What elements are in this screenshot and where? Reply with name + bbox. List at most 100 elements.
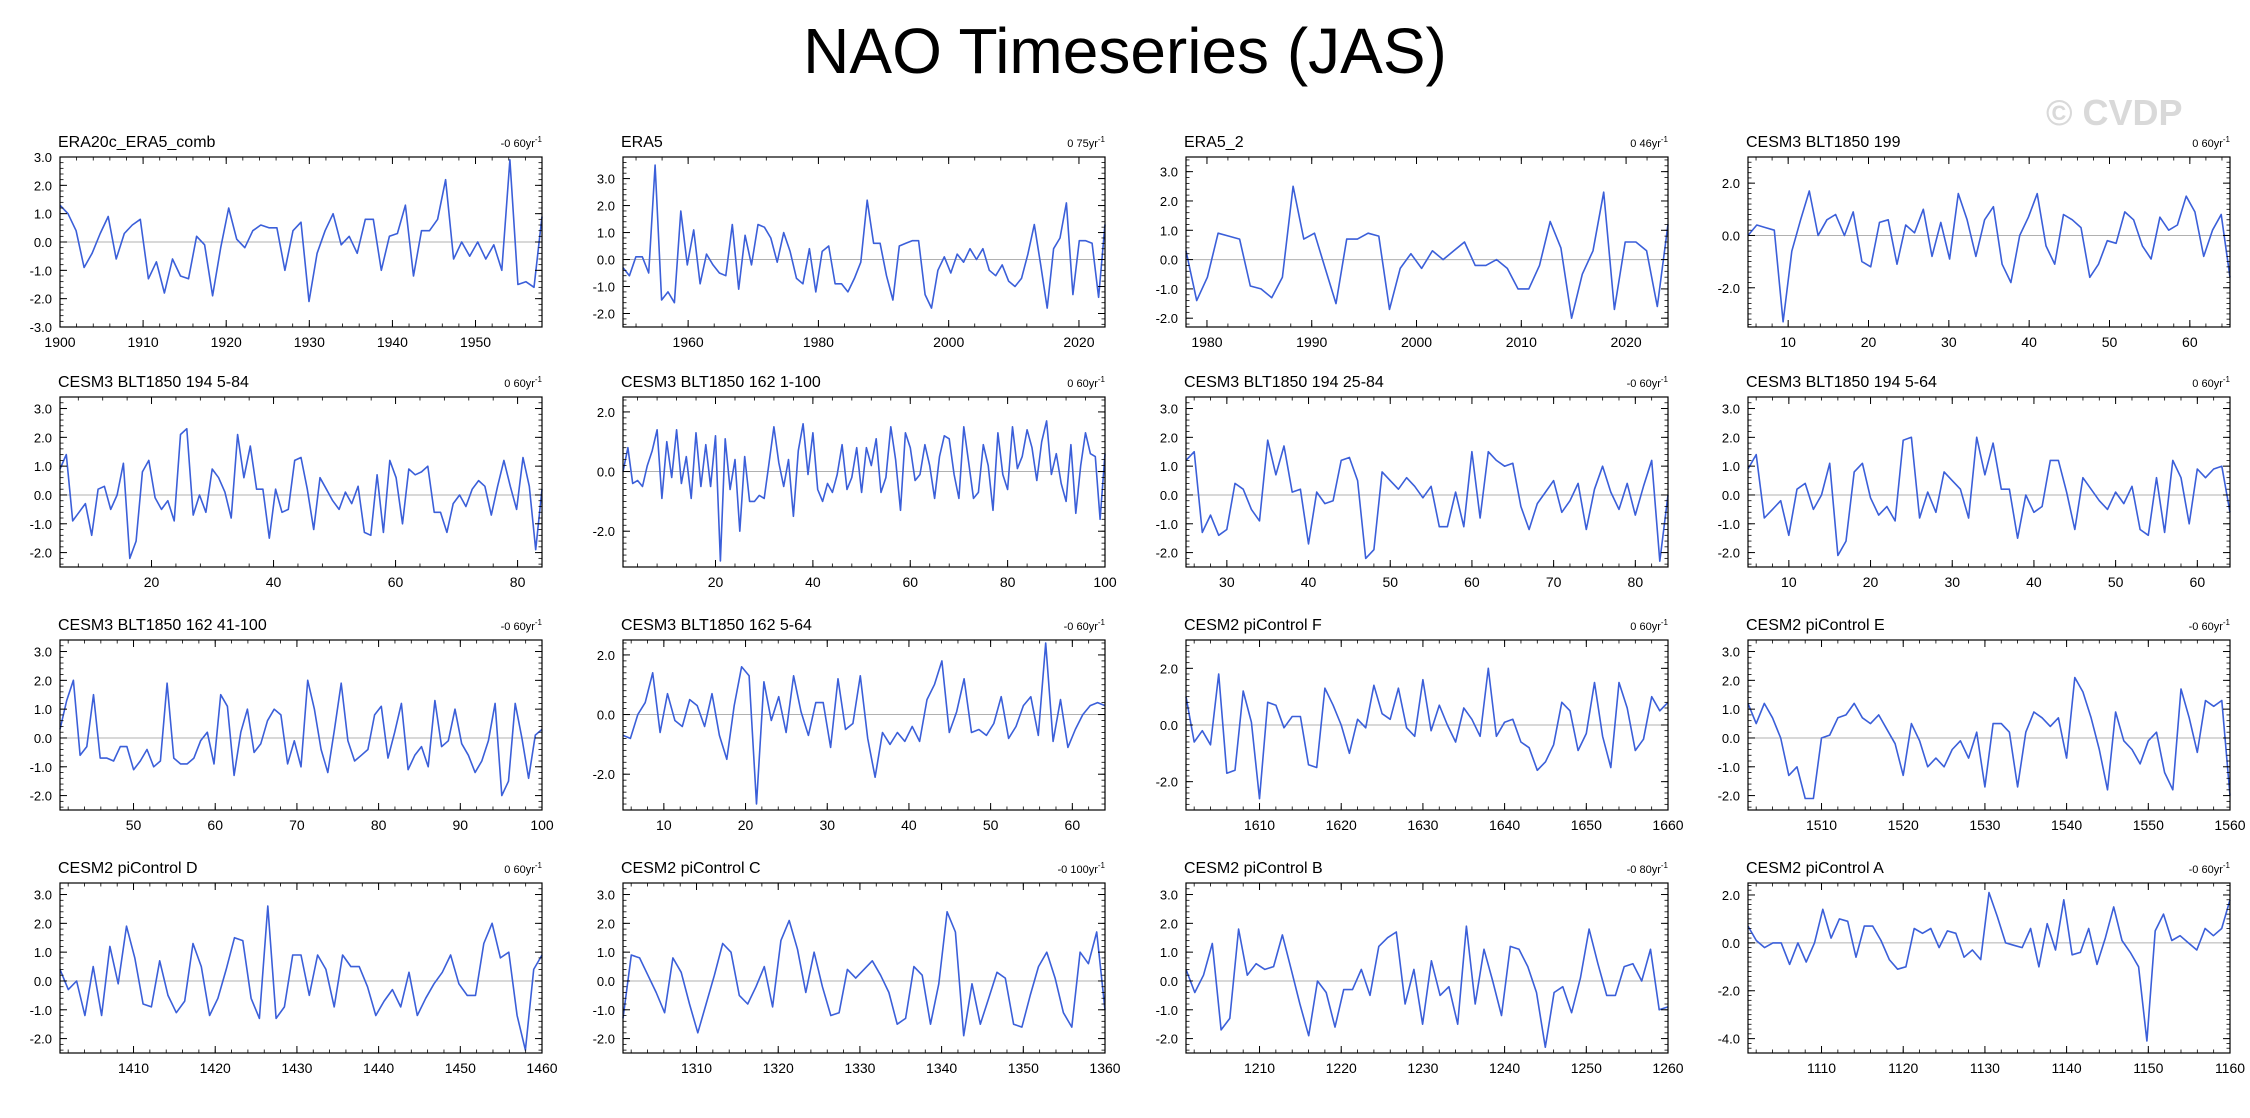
xtick-label: 1960	[673, 334, 704, 350]
plot-frame	[622, 639, 1106, 811]
xtick-label: 100	[1093, 574, 1117, 590]
xtick-label: 1460	[526, 1060, 557, 1076]
nao-panel: CESM2 piControl D 0 60yr-1 3.0 2.0 1.0 0.0 -1.…	[30, 860, 558, 1076]
plot-frame	[1185, 156, 1669, 328]
ytick-label: 2.0	[1160, 916, 1178, 931]
ytick-label: -1.0	[1156, 1003, 1178, 1018]
panel-trend: 0 60yr-1	[2192, 135, 2230, 150]
xtick-label: 1520	[1888, 817, 1919, 833]
xtick-label: 20	[738, 817, 754, 833]
panel-title: CESM3 BLT1850 194 5-84	[58, 374, 249, 391]
plot-frame	[1185, 882, 1669, 1054]
xtick-label: 1900	[44, 334, 75, 350]
ytick-label: -2.0	[1718, 281, 1740, 296]
cvdp-watermark: © CVDP	[2046, 92, 2183, 133]
panel-trend: -0 60yr-1	[1064, 618, 1106, 633]
ytick-label: -1.0	[30, 760, 52, 775]
xtick-label: 40	[805, 574, 821, 590]
xtick-label: 2000	[1401, 334, 1432, 350]
ytick-label: 3.0	[597, 888, 615, 903]
trend-superscript: -1	[2223, 861, 2231, 870]
series-line	[1185, 185, 1669, 320]
xtick-label: 2020	[1611, 334, 1642, 350]
ytick-label: 2.0	[1160, 430, 1178, 445]
ytick-label: -2.0	[30, 546, 52, 561]
ytick-label: 0.0	[597, 974, 615, 989]
xtick-label: 30	[1941, 334, 1957, 350]
panel-title: ERA20c_ERA5_comb	[58, 134, 216, 151]
xtick-label: 100	[530, 817, 554, 833]
series-line	[59, 905, 543, 1051]
ytick-label: -2.0	[1156, 546, 1178, 561]
ytick-label: 1.0	[1722, 702, 1740, 717]
ytick-label: -2.0	[1718, 789, 1740, 804]
ytick-label: 2.0	[1722, 888, 1740, 903]
ytick-label: 1.0	[1160, 945, 1178, 960]
trend-superscript: -1	[2223, 375, 2231, 384]
panel-title: ERA5	[621, 134, 663, 151]
trend-superscript: -1	[535, 861, 543, 870]
xtick-label: 40	[2026, 574, 2042, 590]
xtick-label: 1210	[1244, 1060, 1275, 1076]
nao-panel: CESM3 BLT1850 194 5-84 0 60yr-1 3.0 2.0 1.0 0…	[30, 374, 543, 590]
trend-superscript: -1	[2223, 135, 2231, 144]
ytick-label: -1.0	[1156, 517, 1178, 532]
xtick-label: 20	[144, 574, 160, 590]
panel-title: CESM2 piControl E	[1746, 617, 1885, 634]
xtick-label: 1650	[1571, 817, 1602, 833]
ytick-label: 2.0	[34, 430, 52, 445]
xtick-label: 1220	[1326, 1060, 1357, 1076]
ytick-label: -1.0	[593, 280, 615, 295]
xtick-label: 1430	[281, 1060, 312, 1076]
ytick-label: 0.0	[1722, 936, 1740, 951]
ytick-label: 1.0	[1160, 459, 1178, 474]
panel-trend: -0 100yr-1	[1058, 861, 1106, 876]
ytick-label: 0.0	[1160, 718, 1178, 733]
ytick-label: 1.0	[34, 945, 52, 960]
xtick-label: 50	[2102, 334, 2118, 350]
series-line	[1185, 667, 1669, 800]
ytick-label: 0.0	[1160, 488, 1178, 503]
trend-superscript: -1	[535, 375, 543, 384]
nao-panel: CESM2 piControl E -0 60yr-1 3.0 2.0 1.0 0.0 -1…	[1718, 617, 2246, 833]
xtick-label: 1120	[1888, 1060, 1918, 1076]
xtick-label: 1990	[1296, 334, 1327, 350]
ytick-label: 0.0	[34, 731, 52, 746]
trend-superscript: -1	[535, 135, 543, 144]
plot-frame	[1747, 639, 2231, 811]
series-line	[622, 642, 1106, 805]
xtick-label: 2020	[1063, 334, 1094, 350]
ytick-label: -2.0	[593, 767, 615, 782]
series-line	[1747, 190, 2231, 323]
ytick-label: 0.0	[597, 253, 615, 268]
nao-panel: ERA5 0 75yr-1 3.0 2.0 1.0 0.0 -1.0 -2.0 1960 1980…	[593, 134, 1106, 350]
xtick-label: 1620	[1326, 817, 1357, 833]
xtick-label: 1250	[1571, 1060, 1602, 1076]
xtick-label: 20	[1861, 334, 1877, 350]
panel-trend: -0 60yr-1	[1627, 375, 1669, 390]
xtick-label: 1540	[2051, 817, 2082, 833]
ytick-label: 3.0	[1160, 165, 1178, 180]
xtick-label: 20	[708, 574, 724, 590]
ytick-label: 2.0	[1160, 661, 1178, 676]
plot-frame	[1747, 396, 2231, 568]
xtick-label: 1560	[2214, 817, 2245, 833]
ytick-label: 3.0	[1160, 888, 1178, 903]
xtick-label: 1130	[1970, 1060, 2000, 1076]
xtick-label: 1530	[1969, 817, 2000, 833]
xtick-label: 80	[371, 817, 387, 833]
ytick-label: 2.0	[597, 648, 615, 663]
xtick-label: 10	[1781, 574, 1797, 590]
ytick-label: 2.0	[1160, 194, 1178, 209]
ytick-label: -2.0	[593, 1032, 615, 1047]
xtick-label: 60	[1065, 817, 1081, 833]
xtick-label: 1920	[211, 334, 242, 350]
xtick-label: 30	[1219, 574, 1235, 590]
xtick-label: 10	[656, 817, 672, 833]
trend-superscript: -1	[1098, 861, 1106, 870]
panel-title: CESM2 piControl F	[1184, 617, 1322, 634]
xtick-label: 1260	[1652, 1060, 1683, 1076]
series-line	[1747, 891, 2231, 1042]
nao-panel: ERA5_2 0 46yr-1 3.0 2.0 1.0 0.0 -1.0 -2.0 1980 19…	[1156, 134, 1669, 350]
ytick-label: -2.0	[1156, 775, 1178, 790]
